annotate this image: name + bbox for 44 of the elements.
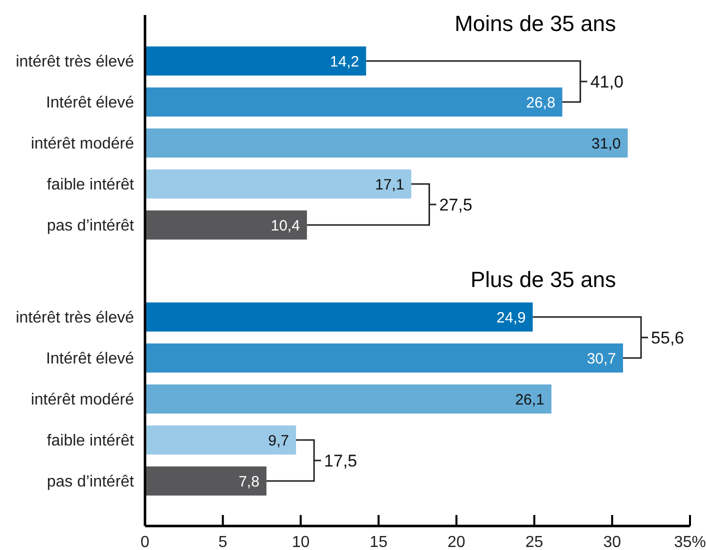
bar — [145, 210, 307, 240]
data-label: 17,1 — [375, 176, 404, 194]
data-label: 10,4 — [270, 217, 300, 234]
x-tick-label: 30 — [603, 534, 622, 550]
annotation: 27,5 — [439, 195, 472, 214]
bar — [145, 466, 266, 496]
x-tick-label: 35% — [674, 534, 706, 550]
x-tick-label: 0 — [140, 534, 150, 550]
bar — [145, 169, 412, 199]
bar — [145, 384, 552, 414]
y-tick-label: pas d’intérêt — [46, 474, 135, 491]
bar — [145, 425, 296, 455]
y-tick-label: intérêt très élevé — [16, 310, 134, 327]
x-tick-label: 20 — [448, 534, 466, 550]
x-tick-label: 25 — [525, 534, 544, 550]
data-label: 26,1 — [515, 391, 544, 408]
bar — [145, 46, 366, 76]
y-tick-label: faible intérêt — [46, 176, 135, 194]
x-tick-label: 15 — [370, 534, 388, 550]
y-tick-label: intérêt modéré — [30, 136, 134, 153]
y-tick-label: Intérêt élevé — [46, 350, 134, 368]
data-label: 24,9 — [496, 309, 526, 326]
data-label: 7,8 — [238, 473, 260, 490]
bar — [145, 87, 562, 117]
annotation: 55,6 — [651, 328, 684, 348]
annotation: 41,0 — [590, 72, 624, 92]
data-label: 31,0 — [592, 135, 621, 152]
y-tick-label: intérêt modéré — [30, 392, 134, 409]
data-label: 9,7 — [268, 432, 290, 450]
data-label: 14,2 — [330, 53, 360, 70]
y-tick-label: Intérêt élevé — [46, 94, 134, 112]
bar — [145, 343, 624, 373]
data-label: 26,8 — [526, 94, 556, 112]
y-tick-label: pas d’intérêt — [46, 218, 135, 235]
y-tick-label: intérêt très élevé — [16, 54, 134, 71]
bar — [145, 128, 628, 158]
chart-title: Plus de 35 ans — [470, 267, 616, 292]
data-label: 30,7 — [586, 350, 616, 368]
chart-title: Moins de 35 ans — [454, 11, 616, 36]
x-tick-label: 10 — [292, 534, 310, 550]
bar — [145, 302, 533, 332]
x-tick-label: 5 — [218, 534, 228, 550]
y-tick-label: faible intérêt — [46, 432, 135, 450]
annotation: 17,5 — [324, 451, 358, 470]
